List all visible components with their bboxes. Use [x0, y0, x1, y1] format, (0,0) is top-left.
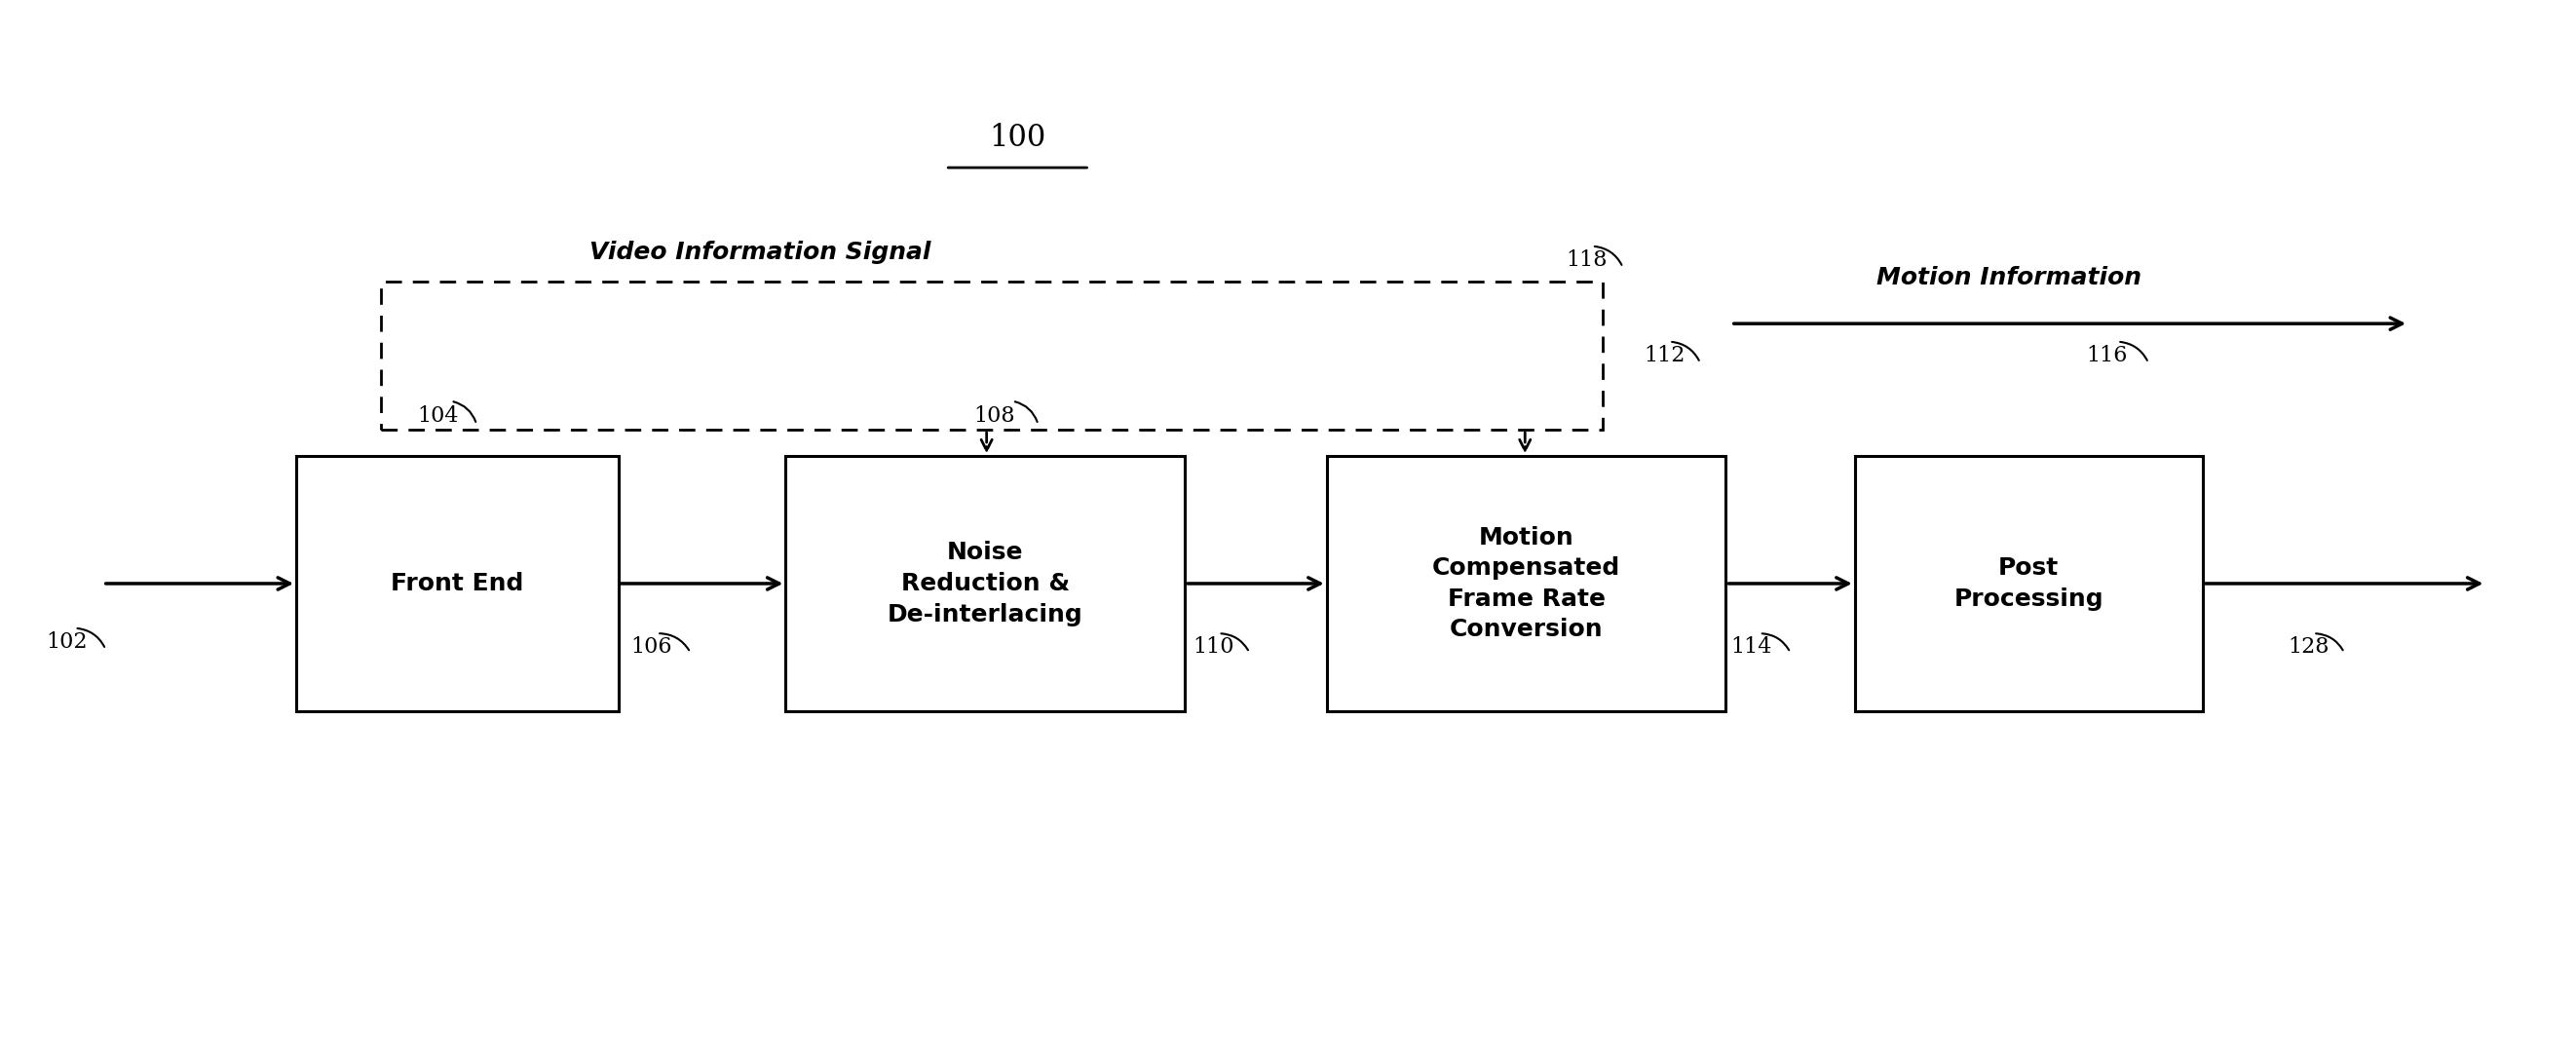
Text: Video Information Signal: Video Information Signal — [590, 241, 930, 264]
Text: 102: 102 — [46, 631, 88, 653]
Text: 104: 104 — [417, 405, 459, 427]
Text: 100: 100 — [989, 123, 1046, 153]
Text: Post
Processing: Post Processing — [1953, 556, 2105, 611]
Text: 108: 108 — [974, 405, 1015, 427]
Text: 112: 112 — [1643, 345, 1685, 366]
Text: Motion Information: Motion Information — [1878, 266, 2141, 290]
Text: 118: 118 — [1566, 249, 1607, 271]
Text: 114: 114 — [1731, 637, 1772, 658]
Text: 128: 128 — [2287, 637, 2329, 658]
Text: 116: 116 — [2087, 345, 2128, 366]
FancyBboxPatch shape — [296, 456, 618, 711]
FancyBboxPatch shape — [1327, 456, 1726, 711]
Text: Motion
Compensated
Frame Rate
Conversion: Motion Compensated Frame Rate Conversion — [1432, 525, 1620, 642]
Text: 110: 110 — [1193, 637, 1234, 658]
Text: Front End: Front End — [392, 572, 523, 595]
FancyBboxPatch shape — [1855, 456, 2202, 711]
FancyBboxPatch shape — [786, 456, 1185, 711]
Text: Noise
Reduction &
De-interlacing: Noise Reduction & De-interlacing — [889, 541, 1082, 626]
Text: 106: 106 — [631, 637, 672, 658]
